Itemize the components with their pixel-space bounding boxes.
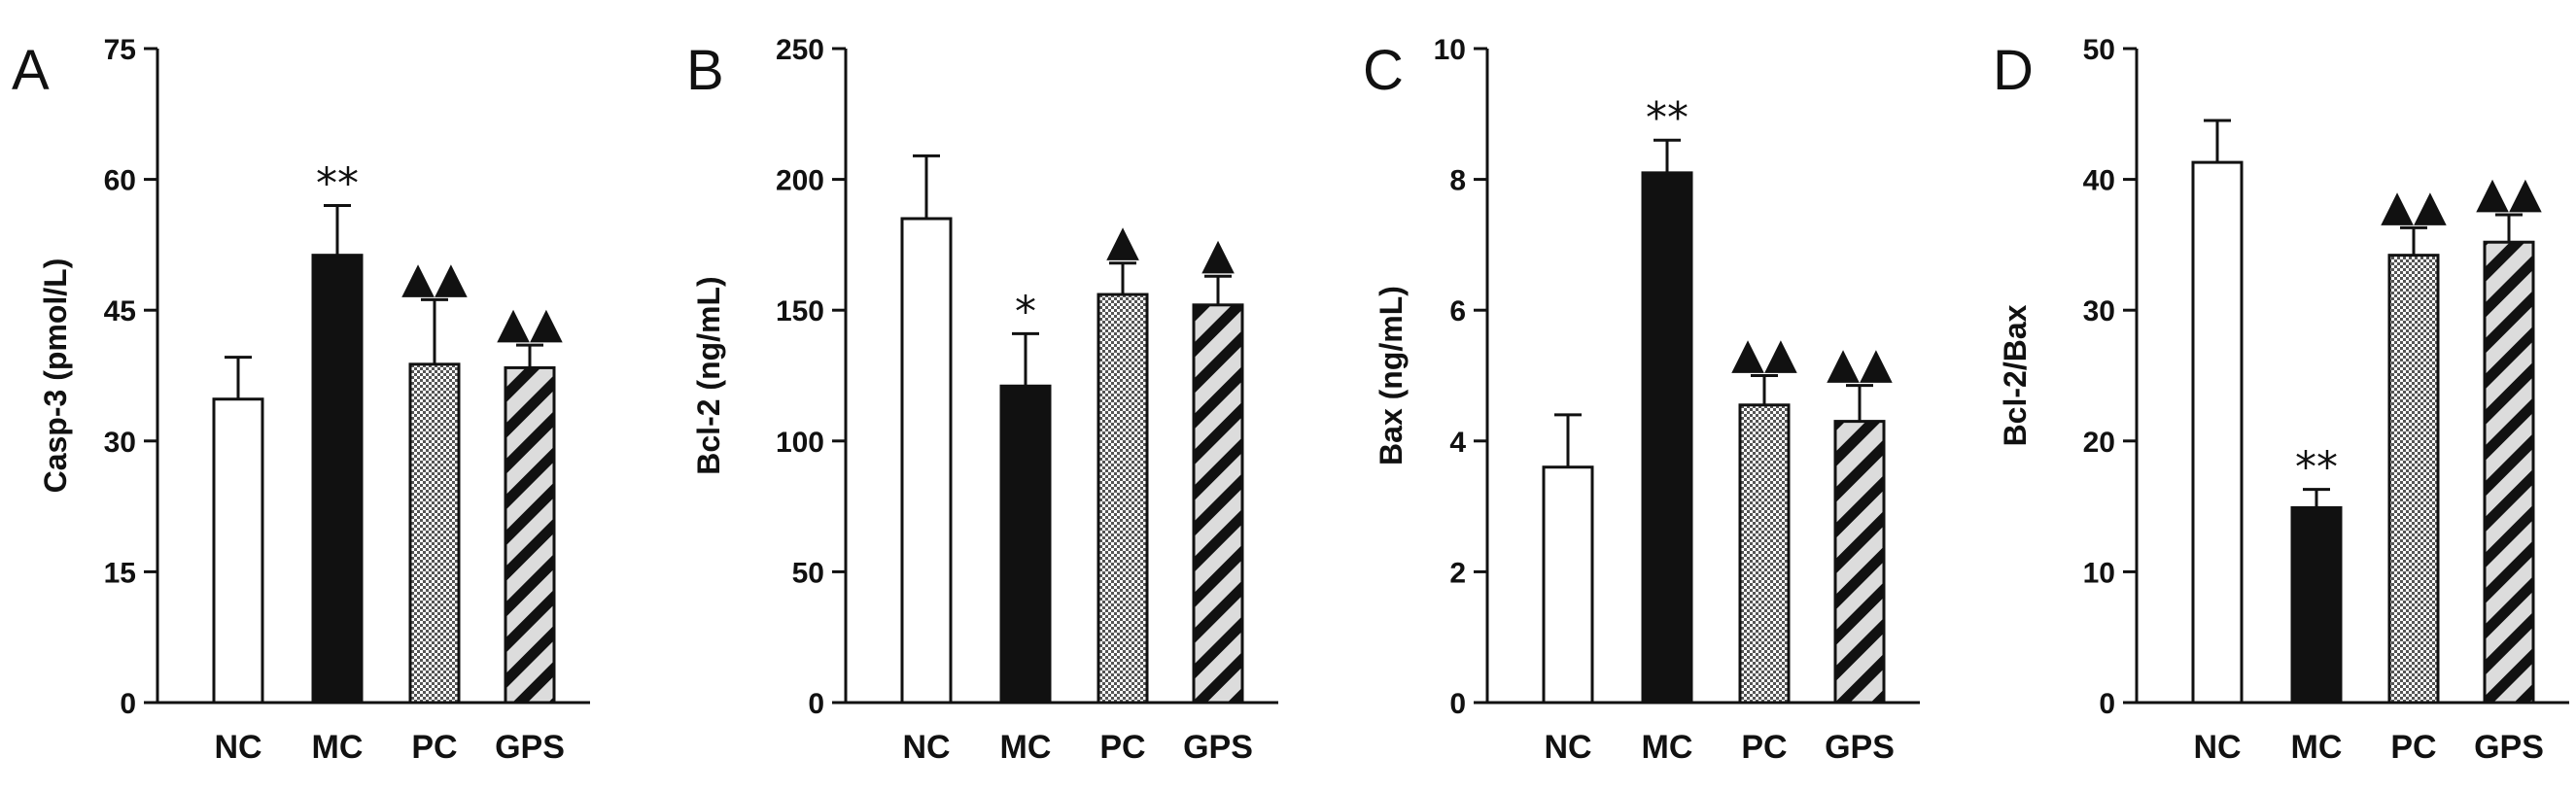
x-tick-label: PC	[2390, 729, 2436, 766]
bar-gps	[1833, 420, 1886, 705]
y-tick-label: 0	[2099, 688, 2115, 720]
significance-marker: **	[1646, 93, 1688, 143]
y-tick-label: 75	[104, 34, 136, 66]
significance-marker: **	[316, 159, 359, 209]
bar-gps	[1192, 303, 1244, 705]
chart-panel-d: D Bcl-2/Bax 0 10 20 30 40 50 NC ** MC ▲▲ PC ▲▲ GPS	[1993, 34, 2569, 766]
bar-mc	[999, 384, 1052, 705]
x-tick-label: MC	[1000, 729, 1052, 766]
y-tick-label: 0	[120, 688, 136, 720]
panel-letter: D	[1993, 39, 2034, 102]
x-tick-label: MC	[312, 729, 364, 766]
y-tick-label: 0	[1449, 688, 1466, 720]
y-tick-label: 4	[1449, 427, 1466, 459]
y-axis-label: Bcl-2 (ng/mL)	[691, 276, 726, 474]
significance-marker: ▲▲	[1731, 329, 1797, 379]
y-tick-label: 20	[2083, 427, 2115, 459]
y-tick-label: 50	[2083, 34, 2115, 66]
y-tick-label: 45	[104, 295, 136, 327]
y-tick-label: 10	[2083, 557, 2115, 589]
significance-marker: **	[2295, 443, 2338, 493]
significance-marker: ▲	[1201, 229, 1235, 279]
panel-letter: B	[686, 39, 724, 102]
y-tick-label: 8	[1449, 165, 1466, 197]
x-tick-label: NC	[2193, 729, 2241, 766]
panel-letter: C	[1363, 39, 1404, 102]
significance-marker: ▲▲	[2381, 181, 2447, 230]
chart-panel-a: A Casp-3 (pmol/L) 0 15 30 45 60 75 NC ** MC ▲▲ PC ▲▲ G…	[12, 34, 590, 766]
bar-nc	[1542, 465, 1594, 705]
bar-mc	[311, 254, 364, 705]
y-tick-label: 30	[2083, 295, 2115, 327]
bar-pc	[408, 362, 461, 705]
y-tick-label: 2	[1449, 557, 1466, 589]
y-tick-label: 15	[104, 557, 136, 589]
x-tick-label: GPS	[495, 729, 565, 766]
y-tick-label: 60	[104, 165, 136, 197]
significance-marker: ▲▲	[497, 298, 563, 348]
bar-gps	[2483, 240, 2535, 705]
x-tick-label: MC	[1642, 729, 1693, 766]
bar-nc	[2191, 160, 2244, 705]
x-tick-label: GPS	[2474, 729, 2544, 766]
bar-nc	[212, 397, 264, 705]
y-tick-label: 100	[776, 427, 824, 459]
x-tick-label: NC	[902, 729, 950, 766]
chart-panel-c: C Bax (ng/mL) 0 2 4 6 8 10 NC ** MC ▲▲ PC ▲▲ GPS	[1363, 34, 1920, 766]
y-tick-label: 150	[776, 295, 824, 327]
x-tick-label: GPS	[1825, 729, 1895, 766]
significance-marker: *	[1015, 287, 1036, 336]
x-tick-label: NC	[214, 729, 261, 766]
y-axis-label: Bax (ng/mL)	[1374, 286, 1409, 465]
x-tick-label: PC	[1741, 729, 1787, 766]
significance-marker: ▲	[1106, 217, 1139, 266]
bar-pc	[1738, 403, 1791, 705]
bar-pc	[2387, 254, 2440, 705]
x-tick-label: GPS	[1183, 729, 1253, 766]
x-tick-label: NC	[1544, 729, 1591, 766]
panel-letter: A	[12, 39, 50, 102]
y-tick-label: 50	[792, 557, 824, 589]
x-tick-label: MC	[2291, 729, 2343, 766]
chart-panel-b: B Bcl-2 (ng/mL) 0 50 100 150 200 250 NC * MC ▲ PC ▲ GP…	[686, 34, 1278, 766]
significance-marker: ▲▲	[2476, 168, 2542, 218]
bar-pc	[1097, 292, 1149, 705]
y-tick-label: 10	[1434, 34, 1466, 66]
x-tick-label: PC	[411, 729, 457, 766]
bar-gps	[504, 365, 556, 705]
y-tick-label: 250	[776, 34, 824, 66]
significance-marker: ▲▲	[1827, 339, 1893, 389]
bar-mc	[2290, 505, 2343, 705]
y-axis-label: Casp-3 (pmol/L)	[38, 258, 73, 494]
significance-marker: ▲▲	[401, 253, 468, 302]
bar-nc	[900, 217, 953, 705]
y-tick-label: 30	[104, 427, 136, 459]
bar-mc	[1641, 171, 1693, 705]
y-tick-label: 200	[776, 165, 824, 197]
y-axis-label: Bcl-2/Bax	[1998, 304, 2033, 446]
y-tick-label: 40	[2083, 165, 2115, 197]
x-tick-label: PC	[1099, 729, 1145, 766]
y-tick-label: 6	[1449, 295, 1466, 327]
y-tick-label: 0	[808, 688, 824, 720]
